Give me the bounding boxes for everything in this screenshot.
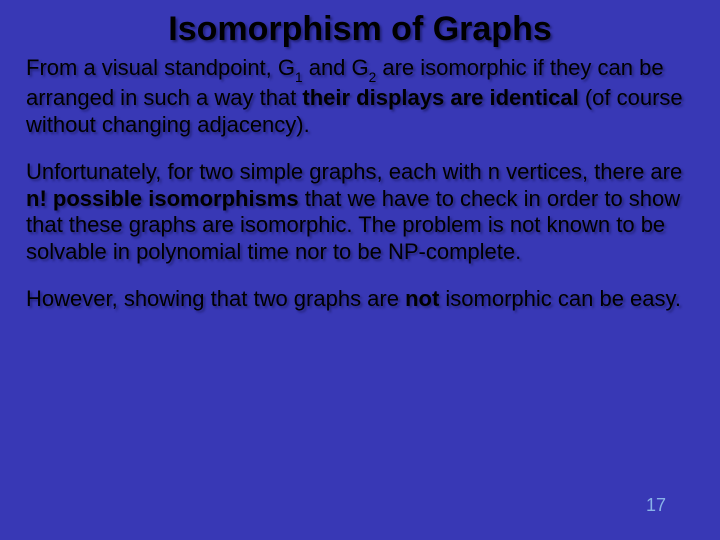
slide-title: Isomorphism of Graphs — [26, 10, 694, 49]
p3-bold-1: not — [405, 286, 439, 311]
p1-text-2: and G — [303, 55, 369, 80]
paragraph-2: Unfortunately, for two simple graphs, ea… — [26, 159, 694, 266]
p2-bold-1: n! possible isomorphisms — [26, 186, 299, 211]
p1-sub-1: 1 — [295, 70, 303, 85]
p1-sub-2: 2 — [369, 70, 377, 85]
paragraph-1: From a visual standpoint, G1 and G2 are … — [26, 55, 694, 139]
paragraph-3: However, showing that two graphs are not… — [26, 286, 694, 313]
p2-text-1: Unfortunately, for two simple graphs, ea… — [26, 159, 682, 184]
p1-text-1: From a visual standpoint, G — [26, 55, 295, 80]
p3-text-2: isomorphic can be easy. — [439, 286, 681, 311]
page-number: 17 — [646, 495, 666, 516]
p3-text-1: However, showing that two graphs are — [26, 286, 405, 311]
slide-content: Isomorphism of Graphs From a visual stan… — [0, 0, 720, 540]
p1-bold-1: their displays are identical — [302, 85, 578, 110]
